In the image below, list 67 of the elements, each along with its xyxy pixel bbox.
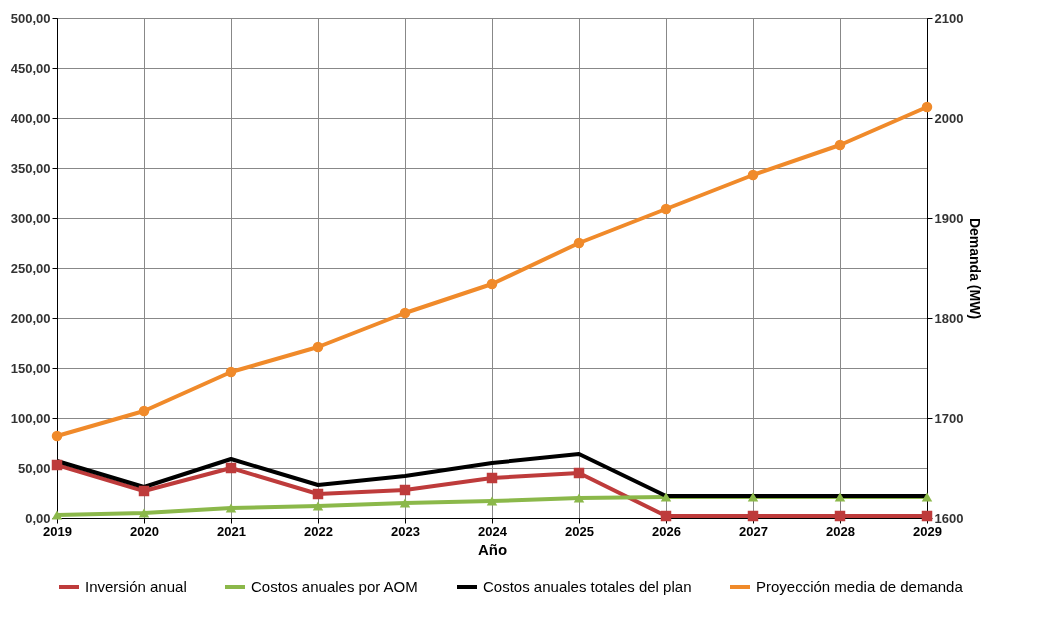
y-tick-label: 150,00 [10, 360, 51, 376]
point [51, 459, 63, 471]
point [51, 510, 63, 520]
point [225, 462, 237, 474]
point [138, 405, 150, 417]
y2-tick-label: 1900 [934, 210, 964, 226]
y-tick-label: 400,00 [10, 110, 51, 126]
point [834, 510, 846, 522]
point [747, 492, 759, 502]
point [399, 484, 411, 496]
point [486, 472, 498, 484]
x-tick-label: 2022 [304, 523, 333, 539]
y-tick-label: 0,00 [25, 510, 51, 526]
point [834, 139, 846, 151]
y-tick-label: 450,00 [10, 60, 51, 76]
point [921, 510, 933, 522]
legend-label: Inversión anual [85, 578, 187, 595]
y-tick-label: 50,00 [17, 460, 51, 476]
point [312, 341, 324, 353]
y2-tick-label: 1700 [934, 410, 964, 426]
point [399, 498, 411, 508]
point [138, 508, 150, 518]
x-tick-label: 2021 [217, 523, 246, 539]
y-tick-label: 200,00 [10, 310, 51, 326]
y-tick-label: 500,00 [10, 10, 51, 26]
point [486, 278, 498, 290]
point [225, 503, 237, 513]
point [660, 510, 672, 522]
point [399, 307, 411, 319]
point [225, 366, 237, 378]
point [138, 485, 150, 497]
point [834, 492, 846, 502]
y2-tick-label: 2100 [934, 10, 964, 26]
y-tick-label: 300,00 [10, 210, 51, 226]
point [573, 493, 585, 503]
x-tick-label: 2020 [130, 523, 159, 539]
legend-label: Costos anuales por AOM [251, 578, 418, 595]
point [921, 101, 933, 113]
x-tick-label: 2026 [652, 523, 681, 539]
x-axis-title: Año [477, 540, 508, 558]
x-tick-label: 2029 [913, 523, 942, 539]
point [660, 492, 672, 502]
y-tick-label: 250,00 [10, 260, 51, 276]
point [573, 467, 585, 479]
point [312, 488, 324, 500]
x-tick-label: 2025 [565, 523, 594, 539]
point [573, 237, 585, 249]
y2-axis-title: Demanda (MW) [967, 217, 984, 320]
point [486, 496, 498, 506]
x-tick-label: 2023 [391, 523, 420, 539]
point [747, 169, 759, 181]
x-tick-label: 2027 [739, 523, 768, 539]
legend-label: Proyección media de demanda [756, 578, 964, 595]
y-tick-label: 350,00 [10, 160, 51, 176]
legend-label: Costos anuales totales del plan [483, 578, 692, 595]
x-tick-label: 2019 [43, 523, 72, 539]
y2-tick-label: 1800 [934, 310, 964, 326]
point [312, 501, 324, 511]
point [747, 510, 759, 522]
point [660, 203, 672, 215]
y-tick-label: 100,00 [10, 410, 51, 426]
point [51, 430, 63, 442]
x-tick-label: 2028 [826, 523, 855, 539]
y2-tick-label: 1600 [934, 510, 964, 526]
x-tick-label: 2024 [478, 523, 508, 539]
y2-tick-label: 2000 [934, 110, 964, 126]
point [921, 492, 933, 502]
